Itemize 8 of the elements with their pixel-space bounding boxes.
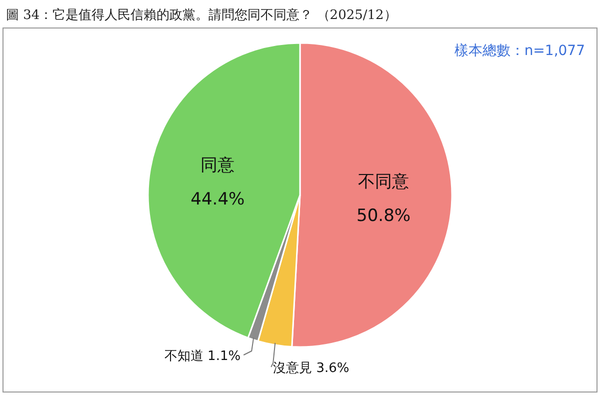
chart-title: 圖 34：它是值得人民信賴的政黨。請問您同不同意？ （2025/12）: [6, 7, 397, 23]
slice-label: 不同意: [358, 172, 410, 192]
slice-label: 沒意見 3.6%: [273, 361, 350, 376]
text: 樣本總數：n=1,077: [454, 43, 585, 59]
slice-label: 同意: [200, 155, 235, 176]
slice-label: 不知道 1.1%: [164, 349, 241, 364]
data-label: 44.4%: [190, 189, 245, 210]
data-label: 50.8%: [356, 206, 411, 226]
